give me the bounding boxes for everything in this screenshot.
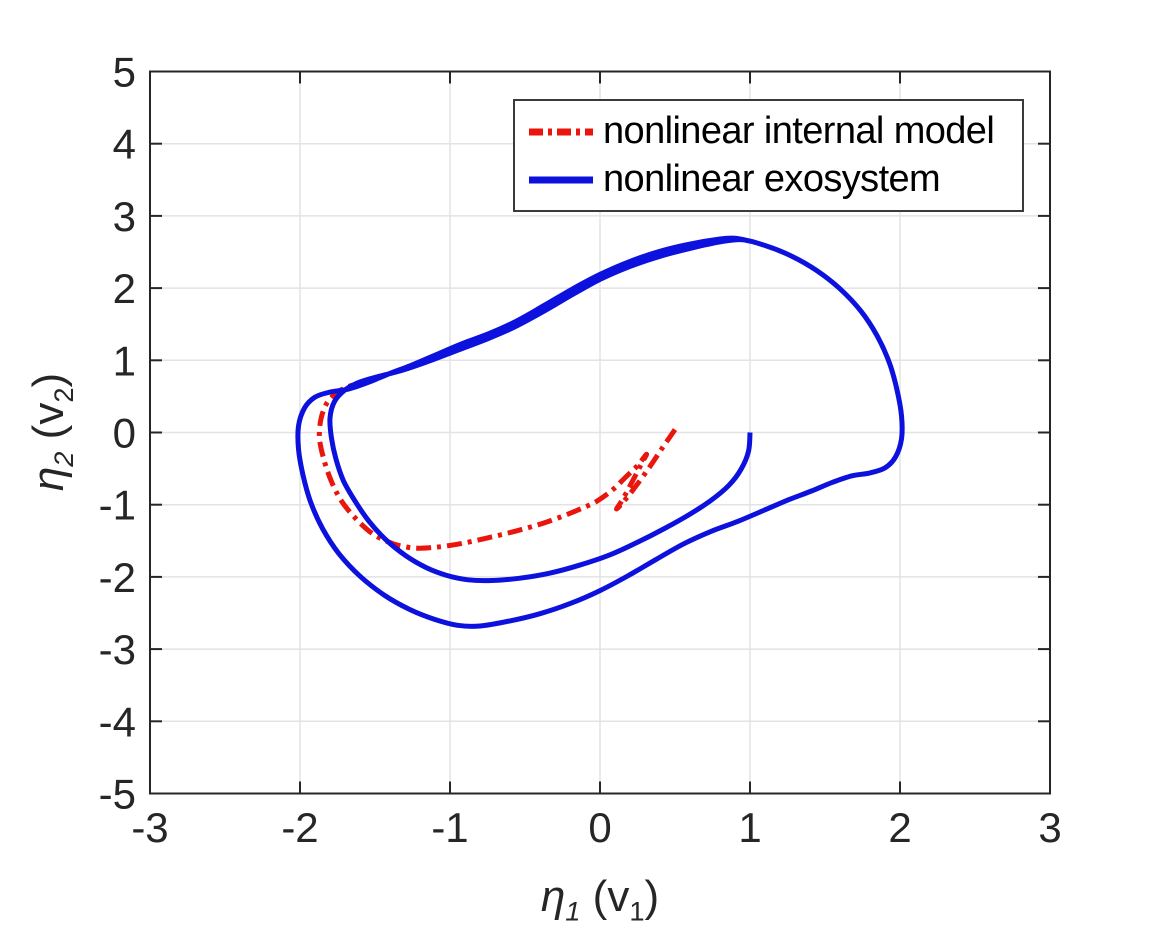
y-tick-label: -3 [99, 626, 136, 673]
legend-entry-exosystem: nonlinear exosystem [527, 158, 1022, 201]
x-tick-label: 3 [1038, 804, 1061, 851]
y-axis-label-mid: (v [24, 402, 74, 452]
y-axis-label-end: ) [24, 372, 74, 388]
x-tick-label: -1 [431, 804, 468, 851]
y-tick-label: -2 [99, 554, 136, 601]
y-axis-label-symbol: η [24, 466, 74, 492]
x-tick-label: -3 [131, 804, 168, 851]
x-axis-label-end: ) [644, 872, 660, 921]
series-curve-exosystem [295, 235, 905, 629]
legend-label-exosystem: nonlinear exosystem [603, 158, 941, 200]
legend-entry-internal-model: nonlinear internal model [527, 110, 1022, 153]
x-tick-label: -2 [281, 804, 318, 851]
x-axis-label-symbol: η [540, 872, 566, 921]
y-tick-label: 1 [113, 337, 136, 384]
x-axis-label-subscript: 1 [565, 895, 581, 927]
y-tick-label: 5 [113, 49, 136, 96]
x-axis-label-mid: (v [580, 872, 630, 921]
y-tick-label: -5 [99, 771, 136, 818]
legend-box: nonlinear internal model nonlinear exosy… [513, 99, 1024, 212]
y-tick-label: 0 [113, 410, 136, 457]
legend-line-dashdot-icon [529, 128, 593, 135]
y-tick-label: 3 [113, 193, 136, 240]
x-tick-label: 2 [888, 804, 911, 851]
y-tick-label: 2 [113, 265, 136, 312]
series-curve-internal-model [316, 379, 678, 551]
y-tick-label: 4 [113, 121, 136, 168]
x-tick-label: 1 [738, 804, 761, 851]
legend-label-internal-model: nonlinear internal model [603, 110, 995, 152]
x-axis-label: η1 (v1) [150, 872, 1050, 928]
y-axis-label-subscript2: 2 [47, 387, 79, 403]
x-axis-label-subscript2: 1 [629, 895, 645, 927]
y-tick-label: -4 [99, 698, 136, 745]
legend-line-solid-icon [529, 176, 593, 183]
x-tick-label: 0 [588, 804, 611, 851]
y-axis-label-subscript: 2 [47, 451, 79, 467]
y-tick-label: -1 [99, 482, 136, 529]
y-axis-label: η2 (v2) [24, 373, 80, 491]
